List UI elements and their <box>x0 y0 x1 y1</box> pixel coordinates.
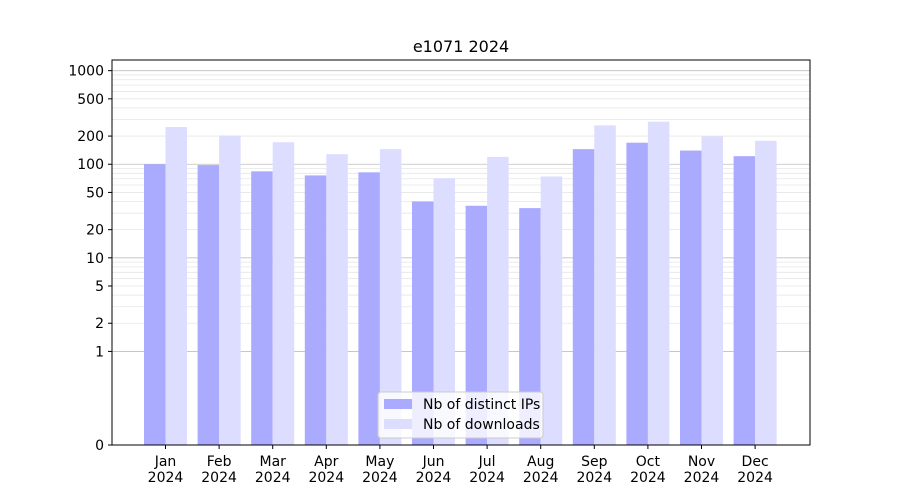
bar-distinct-ips <box>465 205 488 445</box>
legend-box <box>377 391 544 439</box>
bar-downloads <box>165 127 187 445</box>
bar-downloads <box>647 121 670 446</box>
x-tick-label-month: Dec <box>742 454 769 470</box>
x-tick-label-year: 2024 <box>737 470 773 486</box>
bar-downloads <box>272 142 295 445</box>
bar-distinct-ips <box>304 175 327 445</box>
bar-downloads <box>326 154 348 446</box>
legend-swatch <box>384 399 412 409</box>
y-tick-label: 0 <box>95 438 104 454</box>
bar-downloads <box>701 136 723 445</box>
x-tick-label-year: 2024 <box>576 470 612 486</box>
legend-swatch <box>384 419 412 429</box>
x-tick-label-year: 2024 <box>148 470 184 486</box>
bar-downloads <box>540 176 563 446</box>
bar-distinct-ips <box>572 149 595 445</box>
y-tick-label: 1 <box>95 344 104 360</box>
bar-distinct-ips <box>519 208 541 445</box>
bar-downloads <box>594 125 616 445</box>
bars <box>144 121 777 446</box>
bar-distinct-ips <box>680 150 702 445</box>
y-tick-label: 5 <box>95 279 104 295</box>
y-tick-label: 2 <box>95 316 104 332</box>
x-tick-label-month: Jan <box>154 454 177 470</box>
x-tick-label-month: Aug <box>527 454 554 470</box>
x-tick-label-year: 2024 <box>523 470 559 486</box>
bar-distinct-ips <box>733 156 756 445</box>
axes: 01251020501002005001000Jan2024Feb2024Mar… <box>68 59 811 486</box>
y-tick-label: 100 <box>77 157 104 173</box>
bar-distinct-ips <box>197 165 220 445</box>
x-tick-label-year: 2024 <box>201 470 237 486</box>
y-tick-label: 50 <box>86 185 104 201</box>
bar-downloads <box>755 140 777 445</box>
bar-downloads <box>219 135 241 445</box>
bar-downloads <box>379 149 402 445</box>
x-tick-label-year: 2024 <box>255 470 291 486</box>
x-tick-label-month: Sep <box>581 454 608 470</box>
x-tick-label-month: May <box>365 454 394 470</box>
y-tick-label: 20 <box>86 223 104 239</box>
x-tick-label-year: 2024 <box>684 470 720 486</box>
x-tick-label-month: Nov <box>688 454 715 470</box>
x-tick-label-year: 2024 <box>308 470 344 486</box>
x-tick-label-month: Jul <box>478 454 496 470</box>
bar-downloads <box>433 178 455 445</box>
y-tick-label: 200 <box>77 129 104 145</box>
x-tick-label-year: 2024 <box>469 470 505 486</box>
x-tick-label-year: 2024 <box>362 470 398 486</box>
y-tick-label: 10 <box>86 251 104 267</box>
bar-distinct-ips <box>358 172 380 446</box>
x-tick-label-month: Mar <box>259 454 286 470</box>
chart-title: e1071 2024 <box>413 37 509 56</box>
x-tick-label-month: Feb <box>207 454 232 470</box>
bar-downloads <box>487 156 509 446</box>
y-tick-label: 500 <box>77 92 104 108</box>
bar-distinct-ips <box>626 142 648 445</box>
bar-distinct-ips <box>144 164 166 445</box>
x-tick-label-month: Apr <box>314 454 338 470</box>
x-tick-label-year: 2024 <box>416 470 452 486</box>
y-tick-label: 1000 <box>68 64 104 80</box>
bar-distinct-ips <box>412 201 434 445</box>
x-tick-label-month: Jun <box>422 454 445 470</box>
legend: Nb of distinct IPs Nb of downloads <box>377 391 544 439</box>
legend-label: Nb of downloads <box>423 417 540 433</box>
x-tick-label-month: Oct <box>636 454 661 470</box>
legend-label: Nb of distinct IPs <box>423 397 540 413</box>
x-tick-label-year: 2024 <box>630 470 666 486</box>
bar-distinct-ips <box>251 171 273 445</box>
plot-frame <box>111 59 811 446</box>
